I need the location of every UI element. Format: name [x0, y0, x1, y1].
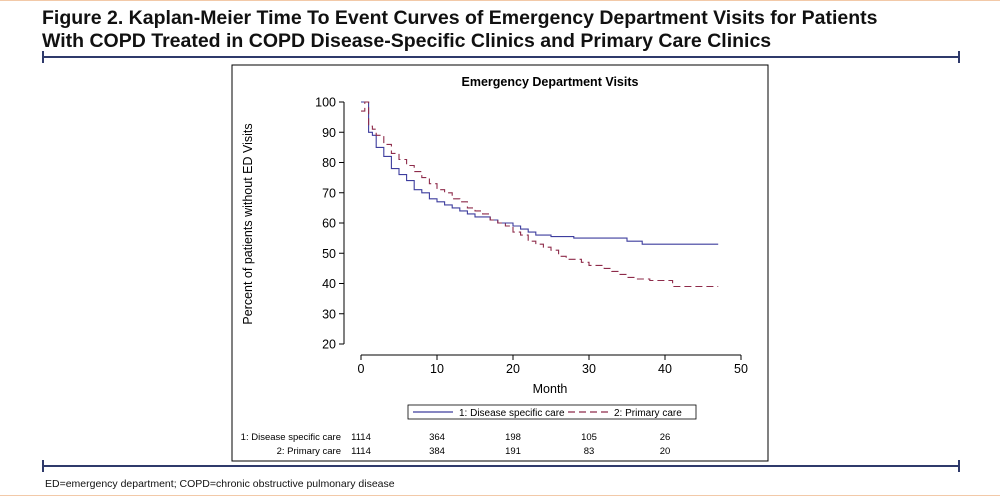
y-tick-label-80: 80 — [322, 156, 336, 170]
y-tick-label-60: 60 — [322, 217, 336, 231]
risk-value-1-4: 105 — [581, 432, 597, 443]
top-edge-line — [0, 0, 1000, 1]
chart-frame — [231, 64, 769, 462]
figure-title-line-1: Figure 2. Kaplan-Meier Time To Event Cur… — [42, 7, 878, 29]
x-axis-label: Month — [533, 382, 568, 396]
y-tick-label-40: 40 — [322, 277, 336, 291]
figure-title-line-2: With COPD Treated in COPD Disease-Specif… — [42, 30, 772, 52]
y-tick-label-90: 90 — [322, 126, 336, 140]
risk-value-2-4: 83 — [584, 446, 595, 457]
chart-title: Emergency Department Visits — [462, 75, 639, 89]
chart-axes: 20 30 40 50 60 70 80 90 100 0 10 20 30 40 50 — [315, 96, 748, 377]
figure-title: Figure 2. Kaplan-Meier Time To Event Cur… — [42, 7, 982, 53]
x-tick-label-10: 10 — [430, 362, 444, 376]
risk-value-2-1: 1114 — [351, 446, 371, 457]
risk-value-2-3: 191 — [505, 446, 521, 457]
y-tick-label-20: 20 — [322, 338, 336, 352]
legend-label-1: 1: Disease specific care — [459, 408, 565, 419]
risk-row-label-1: 1: Disease specific care — [241, 432, 341, 443]
y-tick-label-100: 100 — [315, 96, 336, 110]
x-tick-label-50: 50 — [734, 362, 748, 376]
y-tick-label-50: 50 — [322, 247, 336, 261]
risk-value-1-3: 198 — [505, 432, 521, 443]
legend-label-2: 2: Primary care — [614, 408, 682, 419]
y-tick-label-70: 70 — [322, 186, 336, 200]
risk-value-1-1: 1114 — [351, 432, 371, 443]
x-tick-label-0: 0 — [358, 362, 365, 376]
risk-value-2-2: 384 — [429, 446, 445, 457]
y-axis-label: Percent of patients without ED Visits — [241, 123, 255, 324]
risk-value-1-5: 26 — [660, 432, 671, 443]
risk-value-2-5: 20 — [660, 446, 671, 457]
footnote: ED=emergency department; COPD=chronic ob… — [45, 478, 395, 490]
x-tick-label-20: 20 — [506, 362, 520, 376]
legend-box — [407, 404, 697, 420]
chart-series — [361, 101, 719, 288]
x-tick-label-30: 30 — [582, 362, 596, 376]
bottom-rule — [42, 460, 960, 472]
y-tick-label-30: 30 — [322, 307, 336, 321]
x-tick-label-40: 40 — [658, 362, 672, 376]
risk-row-label-2: 2: Primary care — [277, 446, 341, 457]
top-rule — [42, 51, 960, 63]
series-line-2 — [361, 101, 719, 288]
risk-table: 1: Disease specific care 1114 364 198 105 26 2… — [241, 432, 671, 457]
legend: 1: Disease specific care 2: Primary care — [407, 404, 697, 420]
bottom-edge-line — [0, 495, 1000, 496]
risk-value-1-2: 364 — [429, 432, 445, 443]
